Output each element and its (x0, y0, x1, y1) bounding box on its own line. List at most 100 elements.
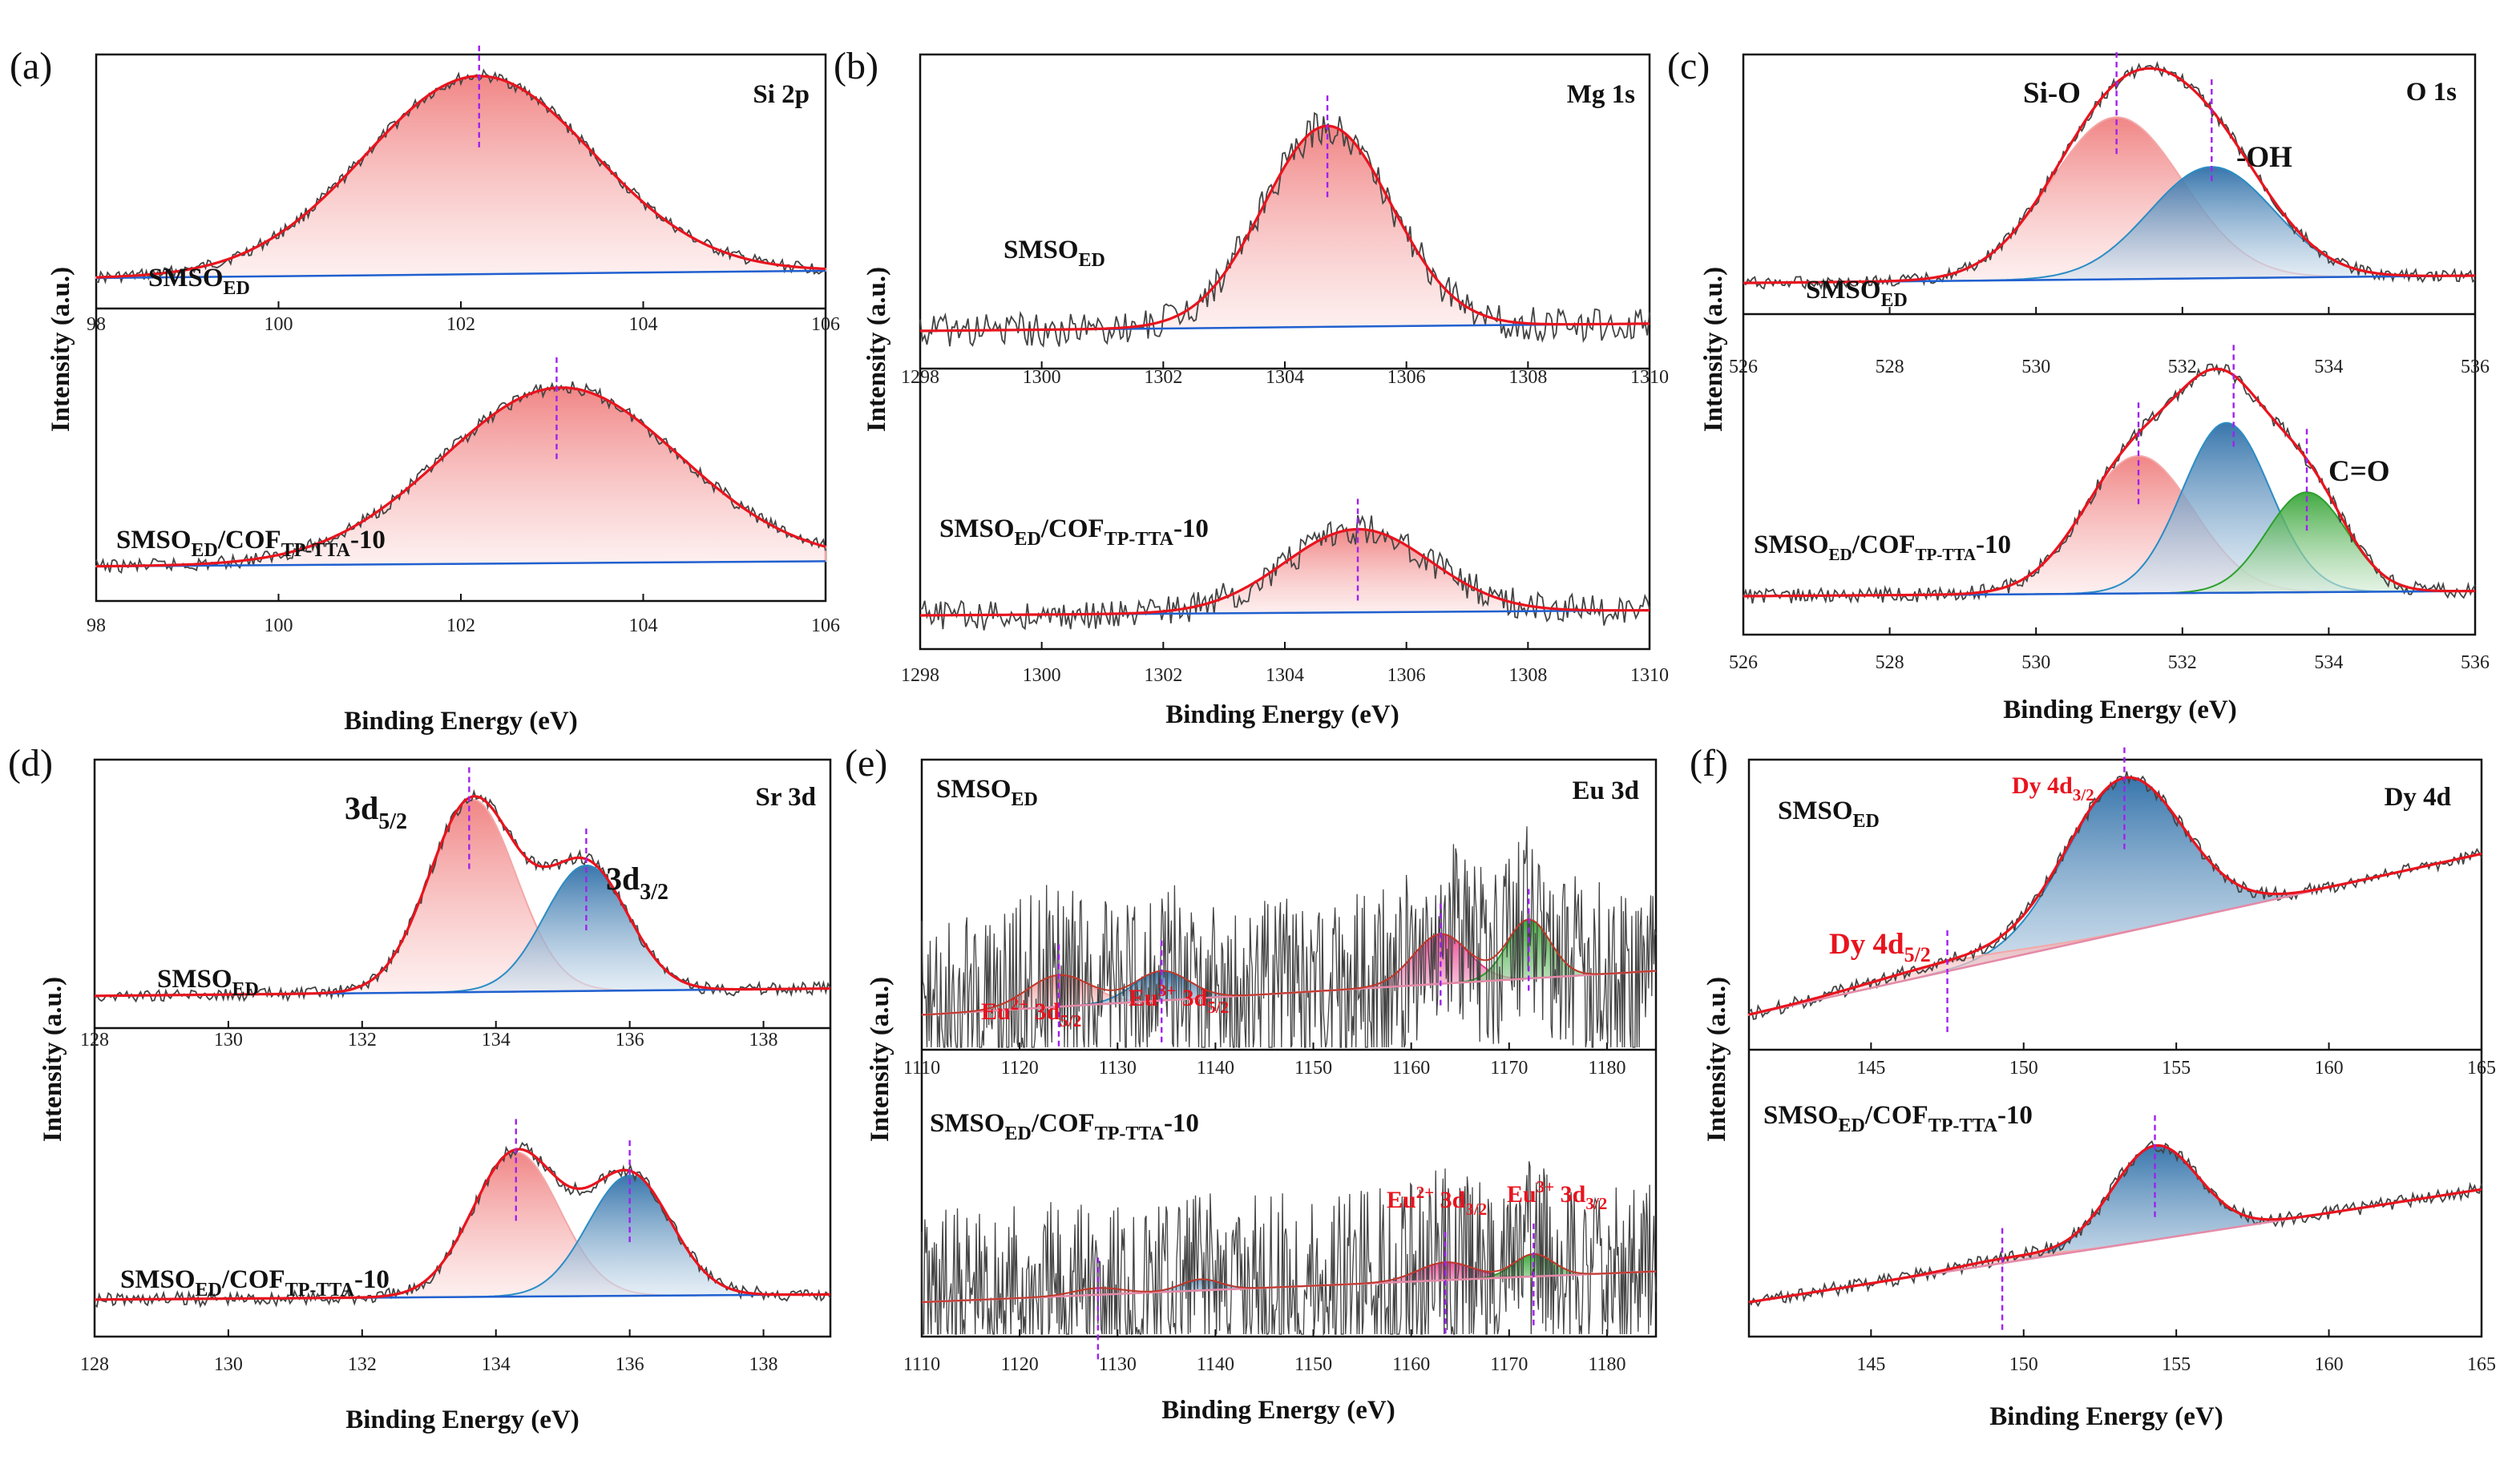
panel-b-sample-top: SMSOED (1004, 236, 1105, 271)
panel-c-frame (1742, 53, 2477, 636)
panel-a-tick-label: 98 (87, 615, 106, 636)
panel-e-sample-top: SMSOED (936, 775, 1038, 810)
panel-a-tick-label-top: 104 (629, 314, 658, 335)
panel-a-label: (a) (10, 45, 52, 87)
panel-d-top-fit-envelope (95, 795, 831, 998)
panel-b-tick-label-top: 1298 (901, 367, 939, 388)
panel-d-tick-label-top: 132 (348, 1030, 377, 1051)
panel-d-tick-label-top: 130 (214, 1030, 243, 1051)
panel-a-axes: 98 98 100 100 102 102 104 104 106 106 (87, 53, 840, 636)
panel-d-tick-label-top: 136 (616, 1030, 644, 1051)
panel-b-tick-label-top: 1304 (1266, 367, 1304, 388)
panel-b-label: (b) (834, 45, 878, 87)
panel-c: 526 526 528 528 530 530 532 532 534 534 536 536 (c)… (1667, 45, 2490, 724)
annotation-eu3-3d32: Eu3+ 3d3/2 (1507, 1177, 1607, 1213)
panel-f-tick-label: 165 (2467, 1354, 2496, 1375)
panel-f: 145 145 150 150 155 155 160 160 165 165 (f) Dy 4d… (1690, 742, 2496, 1431)
panel-b-corner-label: Mg 1s (1567, 80, 1635, 109)
panel-f-tick-label-top: 155 (2162, 1058, 2191, 1079)
panel-e-tick-label-top: 1110 (903, 1058, 940, 1079)
panel-e: 1110 1110 1120 1120 1130 1130 1140 1140 1150 1150… (845, 742, 1658, 1425)
panel-c-tick-label: 526 (1729, 652, 1758, 673)
panel-e-tick-label-top: 1120 (1001, 1058, 1039, 1079)
panel-a-xlabel: Binding Energy (eV) (344, 707, 578, 736)
panel-a-top-baseline (95, 269, 826, 280)
panel-e-tick-label: 1110 (903, 1354, 940, 1375)
panel-d-sample-bottom: SMSOED/COFTP-TTA-10 (120, 1265, 390, 1301)
panel-e-tick-label: 1170 (1490, 1354, 1528, 1375)
panel-c-tick-label-top: 528 (1876, 357, 1904, 377)
panel-d-tick-label-top: 138 (749, 1030, 778, 1051)
panel-b-tick-label-top: 1308 (1508, 367, 1547, 388)
panel-c-tick-label: 534 (2314, 652, 2343, 673)
panel-e-tick-label: 1130 (1099, 1354, 1137, 1375)
panel-f-tick-label-top: 150 (2009, 1058, 2038, 1079)
annotation-3d52: 3d5/2 (345, 790, 407, 834)
panel-b-tick-label-top: 1300 (1023, 367, 1061, 388)
panel-a-ylabel: Intensity (a.u.) (46, 267, 75, 432)
annotation-eu3-3d52: Eu3+ 3d5/2 (1129, 981, 1229, 1017)
panel-e-tick-label-top: 1180 (1588, 1058, 1625, 1079)
panel-b-tick-label: 1304 (1266, 665, 1304, 686)
annotation-si-o: Si-O (2023, 77, 2081, 110)
panel-d-frame (93, 758, 832, 1338)
panel-d-tick-label: 136 (616, 1354, 644, 1375)
panel-f-tick-label: 145 (1856, 1354, 1885, 1375)
panel-e-xlabel: Binding Energy (eV) (1161, 1396, 1395, 1425)
panel-e-top-raw-data (921, 826, 1657, 1048)
panel-f-bottom-fit-envelope (1748, 1143, 2482, 1304)
panel-f-axes: 145 145 150 150 155 155 160 160 165 165 (1747, 758, 2496, 1375)
panel-b-tick-label: 1302 (1144, 665, 1182, 686)
panel-f-ylabel: Intensity (a.u.) (1702, 977, 1731, 1142)
annotation-eu2-3d32: Eu2+ 3d3/2 (1387, 1183, 1487, 1219)
panel-f-tick-label: 150 (2009, 1354, 2038, 1375)
panel-b-top-fit-envelope (919, 124, 1650, 333)
panel-c-tick-label-top: 534 (2314, 357, 2343, 377)
panel-c-top-raw-data (1743, 61, 2476, 291)
panel-c-ylabel: Intensity (a.u.) (1699, 267, 1728, 432)
panel-c-tick-label-top: 530 (2021, 357, 2050, 377)
panel-d-ylabel: Intensity (a.u.) (38, 977, 67, 1142)
panel-f-tick-label-top: 145 (1856, 1058, 1885, 1079)
panel-b-tick-label-top: 1306 (1387, 367, 1426, 388)
panel-e-corner-label: Eu 3d (1573, 776, 1639, 805)
panel-d-xlabel: Binding Energy (eV) (345, 1406, 580, 1434)
panel-b-data (919, 95, 1650, 631)
panel-e-tick-label-top: 1160 (1392, 1058, 1430, 1079)
panel-e-tick-label: 1180 (1588, 1354, 1625, 1375)
panel-c-bottom-fit-envelope (1743, 367, 2475, 598)
panel-a-top-fit-envelope (95, 75, 826, 279)
panel-e-label: (e) (845, 742, 887, 784)
panel-d-corner-label: Sr 3d (755, 783, 816, 812)
panel-c-tick-label: 530 (2021, 652, 2050, 673)
panel-b-frame (919, 53, 1651, 651)
panel-c-sample-bottom: SMSOED/COFTP-TTA-10 (1754, 530, 2011, 564)
panel-e-tick-label-top: 1170 (1490, 1058, 1528, 1079)
panel-d-tick-label: 134 (482, 1354, 511, 1375)
annotation-dy-4d52: Dy 4d5/2 (1829, 928, 1931, 966)
panel-b-bottom-fit-envelope (920, 527, 1650, 617)
panel-d-label: (d) (8, 742, 53, 784)
panel-e-sample-bottom: SMSOED/COFTP-TTA-10 (930, 1109, 1199, 1144)
panel-e-top-fit-envelope (921, 918, 1657, 1016)
panel-c-tick-label-top: 536 (2461, 357, 2490, 377)
panel-e-tick-label: 1160 (1392, 1354, 1430, 1375)
panel-f-tick-label: 155 (2162, 1354, 2191, 1375)
panel-e-tick-label-top: 1150 (1294, 1058, 1332, 1079)
panel-e-ylabel: Intensity (a.u.) (866, 977, 895, 1142)
annotation-dy-4d32: Dy 4d3/2 (2012, 772, 2094, 805)
panel-b-top-peak (919, 125, 1650, 332)
panel-f-label: (f) (1690, 742, 1728, 784)
panel-f-sample-top: SMSOED (1778, 797, 1880, 832)
panel-f-corner-label: Dy 4d (2385, 783, 2451, 812)
panel-a-tick-label: 106 (811, 615, 840, 636)
panel-c-xlabel: Binding Energy (eV) (2003, 696, 2237, 724)
panel-f-top-fit-envelope (1748, 776, 2482, 1016)
panel-e-tick-label-top: 1140 (1197, 1058, 1234, 1079)
panel-b-axes: 1298 1298 1300 1300 1302 1302 1304 1304 1306 1306… (901, 53, 1669, 686)
panel-a-tick-label-top: 106 (811, 314, 840, 335)
panel-e-tick-label: 1120 (1001, 1354, 1039, 1375)
panel-e-tick-label: 1150 (1294, 1354, 1332, 1375)
panel-b-tick-label: 1306 (1387, 665, 1426, 686)
panel-a: 98 98 100 100 102 102 104 104 106 106 (a) Si 2p I… (10, 45, 840, 736)
